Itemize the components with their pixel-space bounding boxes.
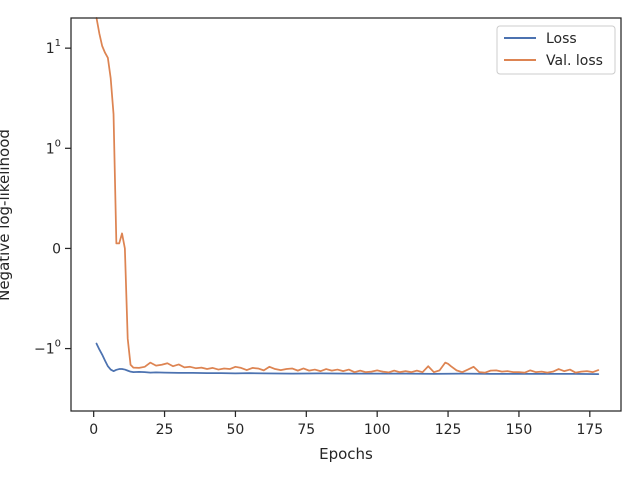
y-tick-label: 0 (52, 241, 61, 257)
x-tick-label: 0 (89, 422, 98, 438)
x-tick-label: 125 (435, 422, 462, 438)
y-tick-label: 11 (46, 38, 61, 57)
y-axis-label: Negative log-likelihood (0, 129, 13, 301)
x-axis: 0 25 50 75 100 125 150 175 (89, 411, 603, 438)
x-tick-label: 100 (364, 422, 391, 438)
legend: Loss Val. loss (496, 25, 616, 75)
y-axis: −10 0 10 11 (34, 38, 71, 358)
x-tick-label: 75 (297, 422, 315, 438)
legend-label-loss: Loss (546, 31, 577, 47)
x-axis-label: Epochs (319, 445, 373, 463)
y-tick-label: 10 (46, 138, 61, 157)
plot-lines (95, 17, 600, 376)
x-tick-label: 50 (227, 422, 245, 438)
x-tick-label: 25 (156, 422, 174, 438)
plot-frame (70, 17, 622, 412)
series-line-val-loss (95, 17, 600, 374)
x-tick-label: 150 (506, 422, 533, 438)
y-tick-label: −10 (34, 339, 61, 358)
series-line-loss (95, 342, 600, 376)
legend-label-val-loss: Val. loss (546, 53, 603, 69)
x-tick-label: 175 (576, 422, 603, 438)
